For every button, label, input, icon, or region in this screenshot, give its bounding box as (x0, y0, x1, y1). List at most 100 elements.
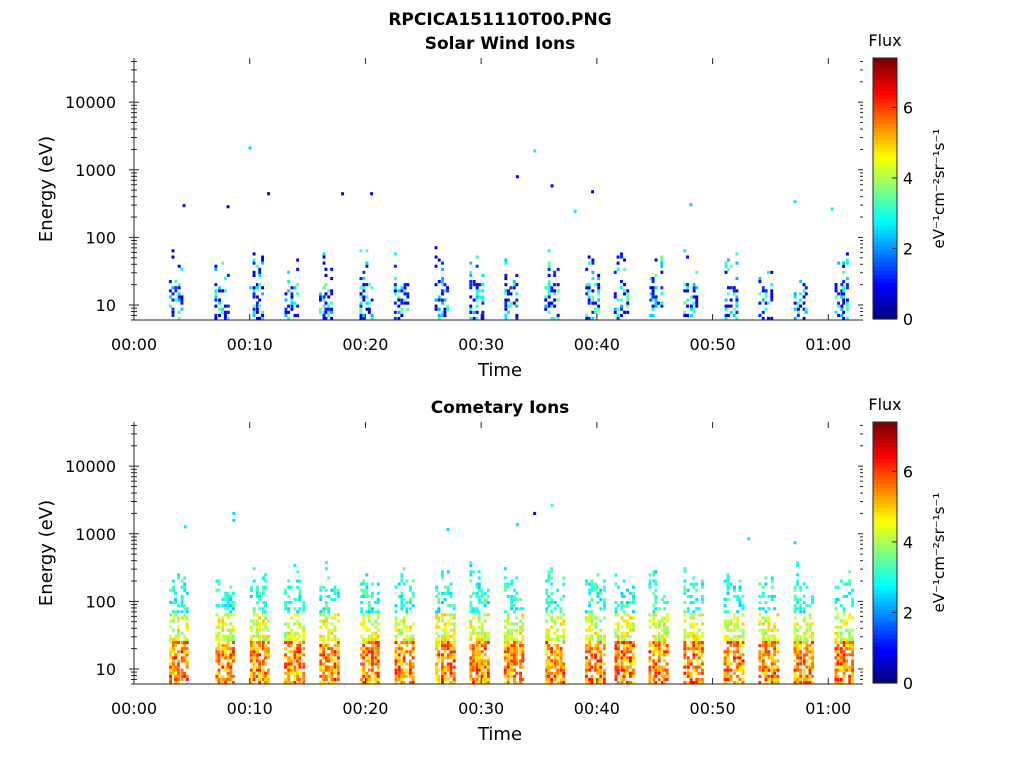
heatmap-cell (591, 270, 595, 274)
heatmap-cell (255, 304, 259, 308)
heatmap-cell (547, 273, 551, 277)
heatmap-cell (503, 619, 507, 623)
heatmap-cell (623, 289, 626, 293)
heatmap-cell (226, 637, 230, 641)
heatmap-cell (626, 671, 629, 675)
heatmap-cell (446, 613, 450, 617)
heatmap-cell (796, 582, 800, 586)
heatmap-cell (324, 267, 328, 271)
heatmap-cell (229, 653, 233, 657)
heatmap-cell (293, 613, 297, 617)
colorbar-step (873, 564, 897, 570)
heatmap-cell (177, 286, 181, 290)
heatmap-cell (729, 582, 733, 586)
heatmap-cell (261, 659, 265, 663)
heatmap-cell (808, 650, 812, 654)
heatmap-cell (683, 674, 687, 678)
heatmap-cell (519, 653, 522, 657)
heatmap-cell (477, 582, 481, 586)
heatmap-cell (252, 656, 256, 660)
heatmap-cell (726, 668, 730, 672)
heatmap-cell (261, 668, 265, 672)
heatmap-cell (622, 634, 626, 638)
heatmap-cell (258, 671, 262, 675)
heatmap-cell (513, 594, 516, 598)
heatmap-cell (255, 641, 259, 645)
heatmap-cell (284, 677, 287, 681)
heatmap-cell (469, 656, 473, 660)
heatmap-cell (590, 613, 594, 617)
heatmap-cell (371, 671, 374, 675)
heatmap-cell (446, 668, 450, 672)
heatmap-cell (836, 662, 840, 666)
heatmap-cell (509, 301, 513, 305)
heatmap-cell (587, 316, 591, 320)
heatmap-cell (729, 641, 733, 645)
heatmap-cell (773, 674, 777, 678)
heatmap-cell (172, 659, 175, 663)
heatmap-cell (400, 579, 404, 583)
heatmap-cell (648, 625, 652, 629)
heatmap-cell (226, 613, 230, 617)
heatmap-cell (224, 316, 227, 320)
heatmap-cell (851, 650, 854, 654)
heatmap-cell (437, 610, 441, 614)
y-tick-label: 100 (85, 592, 116, 611)
heatmap-cell (371, 650, 374, 654)
heatmap-point (793, 541, 797, 545)
heatmap-cell (371, 631, 374, 635)
heatmap-cell (255, 613, 259, 617)
heatmap-cell (602, 579, 606, 583)
colorbar-step (873, 597, 897, 603)
heatmap-cell (802, 289, 806, 293)
heatmap-cell (408, 601, 412, 605)
heatmap-cell (503, 647, 507, 651)
heatmap-cell (758, 659, 762, 663)
heatmap-cell (249, 588, 253, 592)
heatmap-cell (252, 610, 256, 614)
heatmap-cell (177, 292, 181, 296)
heatmap-cell (588, 677, 592, 681)
heatmap-cell (284, 310, 288, 314)
colorbar-step (873, 237, 897, 243)
heatmap-cell (255, 264, 259, 268)
heatmap-cell (322, 647, 326, 651)
heatmap-cell (758, 301, 762, 305)
heatmap-cell (513, 653, 516, 657)
heatmap-cell (437, 280, 441, 284)
heatmap-cell (232, 653, 235, 657)
heatmap-cell (509, 286, 513, 290)
heatmap-cell (834, 625, 838, 629)
heatmap-cell (289, 616, 293, 620)
heatmap-cell (654, 273, 658, 277)
colorbar-step (873, 212, 897, 218)
heatmap-cell (695, 659, 699, 663)
heatmap-cell (559, 622, 563, 626)
heatmap-cell (249, 653, 253, 657)
heatmap-cell (218, 286, 221, 290)
heatmap-cell (503, 659, 507, 663)
heatmap-cell (808, 665, 812, 669)
heatmap-cell (171, 313, 175, 317)
colorbar-step (873, 523, 897, 529)
heatmap-cell (486, 601, 490, 605)
heatmap-cell (443, 656, 447, 660)
heatmap-cell (319, 634, 323, 638)
heatmap-cell (690, 307, 693, 311)
heatmap-cell (287, 641, 291, 645)
colorbar-title: Flux (868, 31, 901, 50)
heatmap-cell (486, 631, 490, 635)
heatmap-cell (590, 585, 594, 589)
heatmap-cell (298, 650, 302, 654)
heatmap-cell (661, 628, 664, 632)
heatmap-cell (550, 662, 554, 666)
heatmap-cell (293, 631, 297, 635)
heatmap-cell (394, 641, 398, 645)
heatmap-cell (770, 295, 774, 299)
heatmap-cell (805, 677, 809, 681)
heatmap-cell (177, 631, 180, 635)
heatmap-cell (620, 653, 624, 657)
heatmap-cell (503, 585, 507, 589)
heatmap-cell (553, 662, 557, 666)
heatmap-cell (805, 637, 809, 641)
